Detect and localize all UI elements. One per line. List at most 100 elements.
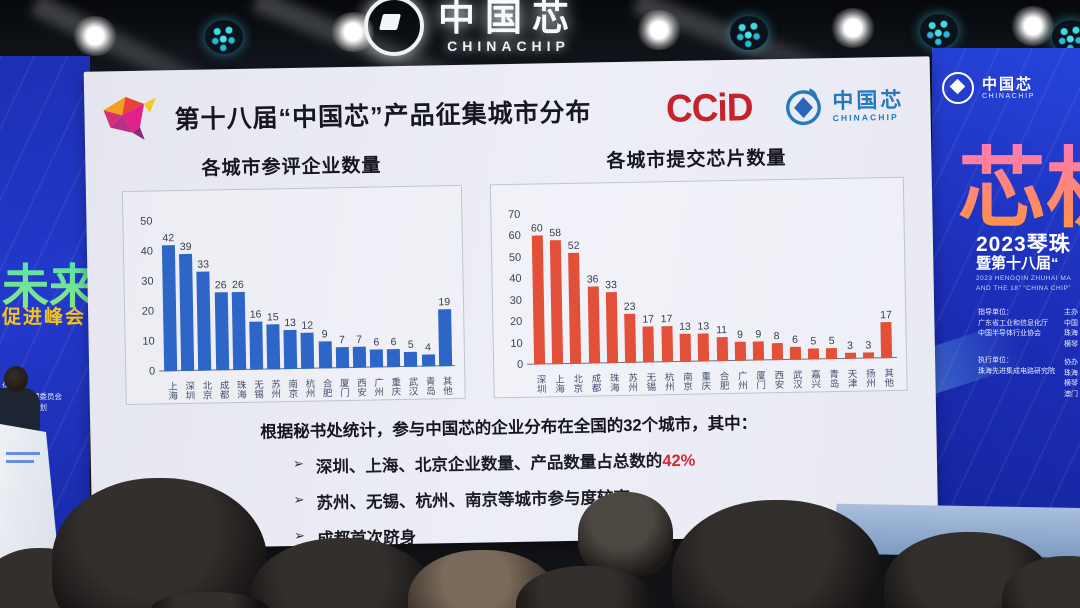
x-label-cell: 杭州 bbox=[658, 372, 677, 391]
x-label-cell: 武汉 bbox=[403, 377, 421, 396]
x-label-cell: 上海 bbox=[549, 374, 568, 393]
x-axis-city-label: 深圳 bbox=[534, 374, 546, 394]
text-line: 中国 bbox=[1064, 319, 1078, 327]
cohost-units-clipped: 协办 珠海 横琴 澳门 bbox=[1064, 358, 1078, 400]
text-line: 中国半导体行业协会 bbox=[978, 330, 1041, 337]
bar-cell: 9 bbox=[749, 328, 768, 361]
charts-row: 各城市参评企业数量 0 10 20 30 40 50 42 39 33 26 26 16 15 13 12… bbox=[85, 128, 936, 406]
bar bbox=[826, 348, 838, 360]
stage-spotlight-icon bbox=[636, 10, 682, 50]
x-axis-city-label: 无锡 bbox=[644, 372, 656, 392]
x-axis-city-label: 苏州 bbox=[268, 379, 281, 399]
spacer bbox=[607, 109, 650, 110]
text-line: 广东省工业和信息化厅 bbox=[978, 319, 1048, 327]
bar-cell: 4 bbox=[419, 341, 437, 367]
x-label-cell: 北京 bbox=[567, 374, 586, 393]
bar bbox=[249, 321, 264, 370]
bar-value-label: 36 bbox=[586, 273, 599, 286]
x-label-cell: 广州 bbox=[368, 377, 386, 396]
bullet-text-prefix: 深圳、上海、北京企业数量、产品数量占总数的 bbox=[315, 452, 663, 477]
bar bbox=[844, 352, 856, 359]
x-label-cell: 珠海 bbox=[231, 380, 249, 399]
x-axis-city-label: 合肥 bbox=[320, 378, 332, 398]
x-axis-city-label: 深圳 bbox=[183, 380, 195, 401]
x-axis-city-label: 无锡 bbox=[251, 379, 264, 399]
bar-value-label: 9 bbox=[736, 328, 744, 341]
bar-cell: 19 bbox=[436, 296, 454, 367]
chinachip-illuminated-sign: 中国芯 CHINACHIP bbox=[364, 0, 579, 56]
bar-cell: 17 bbox=[657, 313, 676, 363]
bar-value-label: 13 bbox=[284, 316, 297, 330]
notes-heading: 根据秘书处统计，参与中国芯的企业分布在全国的32个城市，其中： bbox=[260, 414, 758, 442]
x-axis-city-label: 广州 bbox=[371, 377, 384, 397]
bar-value-label: 13 bbox=[679, 320, 691, 334]
bar bbox=[624, 313, 637, 363]
sign-english: CHINACHIP bbox=[447, 38, 570, 54]
bar-value-label: 16 bbox=[249, 308, 262, 321]
bar-value-label: 8 bbox=[773, 329, 780, 343]
bar-cell: 5 bbox=[804, 336, 823, 360]
bar bbox=[214, 292, 229, 371]
x-axis-city-label: 天津 bbox=[845, 368, 857, 388]
chart-title: 各城市提交芯片数量 bbox=[606, 147, 787, 173]
bar-cell: 3 bbox=[859, 339, 878, 359]
bar-value-label: 9 bbox=[755, 328, 762, 341]
bar-value-label: 17 bbox=[660, 312, 673, 325]
x-label-cell: 扬州 bbox=[860, 368, 879, 387]
stage-spotlight-icon bbox=[830, 8, 876, 48]
bar-cell: 5 bbox=[402, 339, 420, 367]
bar bbox=[318, 341, 332, 369]
stage-led-light-icon bbox=[730, 16, 768, 50]
x-axis-city-label: 其他 bbox=[882, 368, 894, 388]
bar-value-label: 19 bbox=[438, 296, 451, 309]
x-label-cell: 杭州 bbox=[300, 379, 318, 398]
y-tick-label: 0 bbox=[516, 358, 524, 371]
bullet-item: ➢ 深圳、上海、北京企业数量、产品数量占总数的42% bbox=[261, 444, 861, 479]
bar bbox=[734, 341, 747, 361]
x-label-cell: 深圳 bbox=[180, 381, 198, 400]
bar bbox=[531, 235, 545, 365]
y-tick-label: 50 bbox=[508, 251, 522, 264]
event-session-line: 暨第十八届“ bbox=[976, 255, 1059, 272]
chips-bar-chart: 各城市提交芯片数量 0 10 20 30 40 50 60 70 60 58 52 36 33 23 17… bbox=[489, 141, 908, 399]
bar bbox=[679, 333, 692, 362]
bars: 60 58 52 36 33 23 17 17 13 13 11 9 9 8 6 5 5 3 3 17 bbox=[527, 182, 896, 365]
stage-spotlight-icon bbox=[1010, 6, 1056, 46]
bar bbox=[716, 337, 728, 362]
bar bbox=[179, 253, 195, 372]
bar bbox=[404, 351, 418, 367]
x-axis-city-label: 广州 bbox=[735, 370, 748, 390]
bar-value-label: 60 bbox=[530, 222, 543, 236]
x-label-cell: 其他 bbox=[437, 376, 455, 395]
x-label-cell: 西安 bbox=[768, 370, 787, 389]
x-label-cell: 上海 bbox=[162, 381, 180, 400]
bar-value-label: 58 bbox=[549, 226, 562, 240]
podium-text-line bbox=[6, 460, 34, 463]
bar-cell: 12 bbox=[299, 320, 317, 369]
text-line: 执行单位： bbox=[978, 357, 1013, 364]
plot-area: 0 10 20 30 40 50 60 70 60 58 52 36 33 23 17 17 13 13 11 9 9… bbox=[489, 176, 908, 399]
y-tick-label: 10 bbox=[142, 335, 155, 348]
x-label-cell: 深圳 bbox=[530, 374, 549, 393]
x-label-cell: 成都 bbox=[214, 380, 232, 399]
x-axis-city-label: 北京 bbox=[571, 373, 583, 393]
sign-chinese: 中国芯 bbox=[438, 0, 579, 38]
bar-cell: 17 bbox=[877, 309, 896, 359]
x-label-cell: 厦门 bbox=[334, 378, 352, 397]
slide-title: 第十八届“中国芯”产品征集城市分布 bbox=[174, 98, 592, 135]
slide-header: 第十八届“中国芯”产品征集城市分布 CCiD 中国芯 CHINACHIP bbox=[84, 56, 931, 143]
bar-value-label: 5 bbox=[810, 335, 817, 348]
bar-cell: 6 bbox=[368, 336, 386, 368]
x-label-cell: 西安 bbox=[351, 378, 369, 397]
presentation-screen: 第十八届“中国芯”产品征集城市分布 CCiD 中国芯 CHINACHIP 各城市… bbox=[83, 56, 939, 550]
executing-units: 执行单位： 珠海先进集成电路研究院 bbox=[978, 356, 1055, 377]
bar-value-label: 15 bbox=[266, 311, 279, 324]
bar-value-label: 11 bbox=[716, 324, 728, 337]
x-label-cell: 重庆 bbox=[695, 371, 714, 390]
x-label-cell: 南京 bbox=[283, 379, 301, 398]
x-axis-city-label: 青岛 bbox=[827, 369, 839, 389]
y-tick-label: 50 bbox=[140, 215, 153, 228]
bar-cell: 52 bbox=[564, 239, 585, 364]
chart-title: 各城市参评企业数量 bbox=[201, 155, 382, 180]
